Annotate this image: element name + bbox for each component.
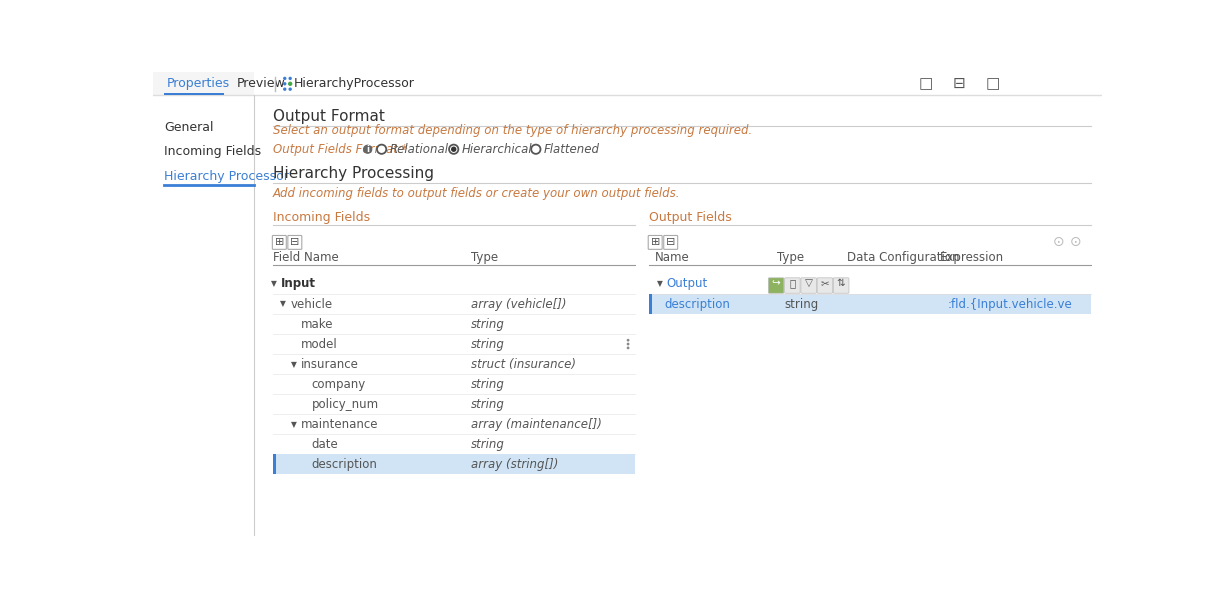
Circle shape — [377, 144, 387, 154]
Circle shape — [283, 76, 286, 80]
Text: description: description — [665, 297, 731, 311]
Bar — [649, 294, 1091, 314]
Circle shape — [289, 87, 291, 91]
Text: policy_num: policy_num — [312, 397, 379, 411]
Circle shape — [627, 339, 629, 341]
Text: Output Fields: Output Fields — [649, 211, 732, 223]
Text: string: string — [785, 297, 819, 311]
Text: ⊟: ⊟ — [666, 237, 676, 247]
Text: □: □ — [985, 76, 1000, 92]
Circle shape — [283, 87, 286, 91]
Text: Output Fields Format:*: Output Fields Format:* — [273, 143, 408, 156]
Text: array (string[]): array (string[]) — [471, 458, 558, 471]
Text: Output Format: Output Format — [273, 108, 386, 123]
Text: Hierarchy Processor: Hierarchy Processor — [164, 170, 289, 182]
Text: General: General — [164, 121, 213, 134]
Text: ⤳: ⤳ — [789, 278, 796, 288]
Text: array (maintenance[]): array (maintenance[]) — [471, 418, 602, 430]
Text: model: model — [301, 338, 338, 350]
FancyBboxPatch shape — [834, 278, 849, 293]
Text: insurance: insurance — [301, 358, 359, 371]
Text: Hierarchy Processing: Hierarchy Processing — [273, 166, 435, 181]
Text: ▼: ▼ — [280, 300, 286, 308]
Circle shape — [288, 82, 293, 86]
Bar — [253, 72, 1102, 536]
Circle shape — [283, 82, 286, 85]
Text: ↪: ↪ — [771, 278, 781, 288]
Text: ▼: ▼ — [291, 420, 297, 429]
Text: ⊞: ⊞ — [274, 237, 284, 247]
Text: ▼: ▼ — [291, 359, 297, 368]
FancyBboxPatch shape — [663, 235, 678, 249]
FancyBboxPatch shape — [649, 235, 662, 249]
Text: Input: Input — [280, 278, 316, 291]
Text: vehicle: vehicle — [290, 297, 332, 311]
Circle shape — [449, 144, 458, 154]
Text: string: string — [471, 397, 504, 411]
FancyBboxPatch shape — [273, 235, 286, 249]
Circle shape — [289, 82, 291, 85]
Circle shape — [289, 76, 291, 80]
Text: Output: Output — [666, 278, 707, 291]
Text: Properties: Properties — [166, 77, 230, 90]
Bar — [273, 454, 277, 474]
Text: ⊟: ⊟ — [290, 237, 300, 247]
Text: array (vehicle[]): array (vehicle[]) — [471, 297, 567, 311]
Text: ⊞: ⊞ — [650, 237, 660, 247]
Text: maintenance: maintenance — [301, 418, 378, 430]
Text: HierarchyProcessor: HierarchyProcessor — [294, 77, 415, 90]
Bar — [164, 93, 224, 95]
Bar — [153, 95, 253, 536]
FancyBboxPatch shape — [818, 278, 832, 293]
Text: Data Configuration: Data Configuration — [847, 250, 960, 264]
Text: ⊙: ⊙ — [1053, 235, 1064, 249]
Text: Relational: Relational — [389, 143, 448, 156]
Text: :fld.{Input.vehicle.ve: :fld.{Input.vehicle.ve — [947, 297, 1072, 311]
Text: string: string — [471, 377, 504, 391]
Text: description: description — [312, 458, 378, 471]
Circle shape — [627, 343, 629, 346]
Text: string: string — [471, 317, 504, 330]
Text: ⊙: ⊙ — [1070, 235, 1081, 249]
Text: Hierarchical: Hierarchical — [461, 143, 532, 156]
Text: ▽: ▽ — [804, 278, 813, 288]
Bar — [273, 454, 635, 474]
Bar — [153, 72, 1102, 95]
Text: Incoming Fields: Incoming Fields — [273, 211, 370, 223]
Circle shape — [450, 146, 457, 152]
FancyBboxPatch shape — [288, 235, 302, 249]
Text: string: string — [471, 338, 504, 350]
FancyBboxPatch shape — [785, 278, 800, 293]
Text: Field Name: Field Name — [273, 250, 339, 264]
Text: □: □ — [918, 76, 933, 92]
Text: struct (insurance): struct (insurance) — [471, 358, 575, 371]
Circle shape — [627, 347, 629, 349]
Text: ✂: ✂ — [820, 278, 830, 288]
Text: Incoming Fields: Incoming Fields — [164, 145, 261, 158]
Circle shape — [531, 144, 541, 154]
Circle shape — [364, 144, 372, 154]
Text: string: string — [471, 438, 504, 451]
Text: Type: Type — [471, 250, 498, 264]
Text: Expression: Expression — [940, 250, 1004, 264]
Text: ▼: ▼ — [657, 279, 662, 288]
Text: make: make — [301, 317, 333, 330]
Text: company: company — [312, 377, 366, 391]
Text: Select an output format depending on the type of hierarchy processing required.: Select an output format depending on the… — [273, 124, 753, 137]
Bar — [649, 294, 652, 314]
Text: ▼: ▼ — [271, 279, 277, 288]
Text: Add incoming fields to output fields or create your own output fields.: Add incoming fields to output fields or … — [273, 187, 681, 200]
Text: ⇅: ⇅ — [837, 278, 846, 288]
Text: date: date — [312, 438, 339, 451]
Text: Type: Type — [777, 250, 804, 264]
FancyBboxPatch shape — [769, 278, 783, 293]
Text: Flattened: Flattened — [543, 143, 600, 156]
Text: ⊟: ⊟ — [952, 76, 966, 92]
FancyBboxPatch shape — [800, 278, 816, 293]
Text: Preview: Preview — [236, 77, 285, 90]
Text: i: i — [366, 144, 370, 154]
Text: Name: Name — [655, 250, 690, 264]
